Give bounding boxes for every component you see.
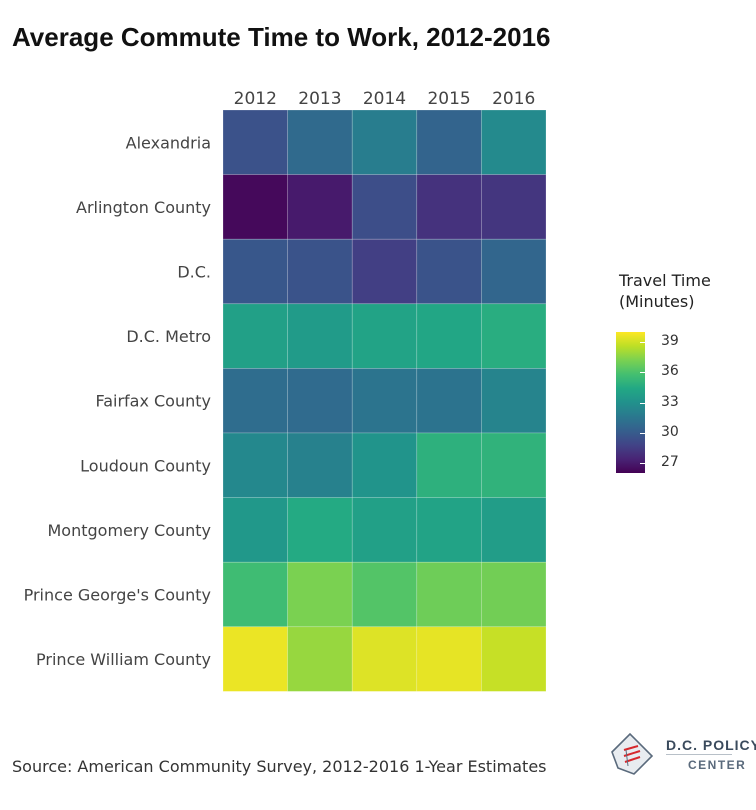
heatmap-cell <box>222 432 288 498</box>
x-tick-label: 2016 <box>492 89 535 109</box>
heatmap-cell <box>287 432 353 498</box>
heatmap-cell <box>416 174 482 240</box>
legend-tick-mark <box>640 432 645 434</box>
heatmap-cell <box>416 109 482 175</box>
legend-tick-mark <box>640 402 645 404</box>
y-tick-label: Fairfax County <box>95 392 211 411</box>
y-tick-label: Loudoun County <box>80 456 211 475</box>
legend-title-line2: (Minutes) <box>619 292 695 311</box>
heatmap-cell <box>222 238 288 305</box>
heatmap-cell <box>416 561 482 628</box>
heatmap-cell <box>351 238 418 305</box>
heatmap-cell <box>287 497 353 563</box>
heatmap-cell <box>222 497 288 563</box>
legend-tick-mark <box>640 372 645 374</box>
heatmap-cell <box>351 497 418 563</box>
heatmap-cell <box>287 109 353 175</box>
heatmap-cell <box>351 174 418 240</box>
heatmap-cell <box>222 174 288 240</box>
heatmap-cell <box>481 626 547 692</box>
heatmap-cell <box>416 497 482 563</box>
heatmap-cell <box>481 109 547 175</box>
logo-text-line2: CENTER <box>688 758 747 772</box>
heatmap-cell <box>351 432 418 498</box>
heatmap-cell <box>287 368 353 434</box>
y-tick-label: D.C. Metro <box>126 327 211 346</box>
heatmap-cell <box>287 561 353 628</box>
x-tick-label: 2012 <box>234 89 277 109</box>
legend-tick-label: 39 <box>661 333 679 350</box>
chart-title: Average Commute Time to Work, 2012-2016 <box>12 22 551 52</box>
source-note: Source: American Community Survey, 2012-… <box>12 757 547 776</box>
heatmap-cell <box>351 368 418 434</box>
legend-tick-label: 30 <box>661 423 679 440</box>
heatmap-chart: 2012 2013 2014 2015 2016 Alexandria Arlington … <box>24 89 547 692</box>
dc-policy-center-logo: D.C. POLICY CENTER <box>606 728 756 788</box>
heatmap-cell <box>287 626 353 692</box>
logo-text-line1: D.C. POLICY <box>666 737 756 753</box>
heatmap-cell <box>416 303 482 369</box>
dc-map-icon <box>611 732 654 775</box>
heatmap-cell <box>222 561 288 628</box>
legend-tick-label: 36 <box>661 363 679 380</box>
heatmap-cell <box>222 109 288 175</box>
y-tick-label: Alexandria <box>126 133 211 152</box>
x-tick-label: 2014 <box>363 89 406 109</box>
heatmap-cell <box>416 368 482 434</box>
heatmap-cell <box>481 174 547 240</box>
heatmap-cell <box>287 303 353 369</box>
y-tick-label: D.C. <box>177 263 211 282</box>
legend-tick-mark <box>640 462 645 464</box>
heatmap-cell <box>416 626 482 692</box>
heatmap-cell <box>351 303 418 369</box>
heatmap-cell <box>481 432 547 498</box>
heatmap-cell <box>351 561 418 628</box>
legend-tick-mark <box>640 342 645 344</box>
heatmap-cell <box>222 303 288 369</box>
heatmap-cell <box>481 561 547 628</box>
x-tick-label: 2015 <box>427 89 470 109</box>
y-tick-label: Prince William County <box>36 650 211 669</box>
heatmap-cell <box>416 432 482 498</box>
heatmap-cell <box>222 626 288 692</box>
heatmap-cell <box>287 174 353 240</box>
legend-tick-label: 33 <box>661 393 679 410</box>
legend-title: Travel Time (Minutes) <box>619 270 711 312</box>
heatmap-cell <box>287 238 353 305</box>
legend-title-line1: Travel Time <box>619 271 711 290</box>
heatmap-cell <box>351 109 418 175</box>
logo-divider <box>666 754 732 755</box>
heatmap-cell <box>416 238 482 305</box>
heatmap-cell <box>481 238 547 305</box>
y-tick-label: Montgomery County <box>48 521 212 540</box>
heatmap-cell <box>481 368 547 434</box>
legend-tick-label: 27 <box>661 453 679 470</box>
heatmap-cell <box>222 368 288 434</box>
heatmap-cell <box>481 497 547 563</box>
heatmap-cell <box>351 626 418 692</box>
y-tick-label: Prince George's County <box>24 586 211 605</box>
y-tick-label: Arlington County <box>76 198 211 217</box>
x-tick-label: 2013 <box>298 89 341 109</box>
heatmap-cell <box>481 303 547 369</box>
